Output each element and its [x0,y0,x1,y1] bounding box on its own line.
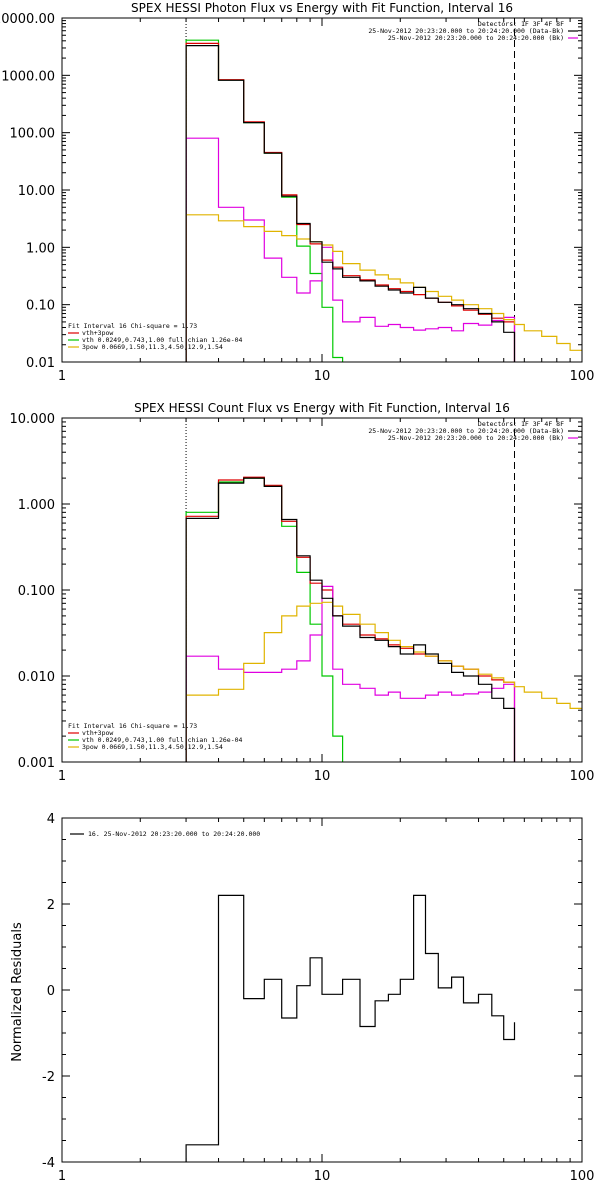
photon-legend-right-text: 25-Nov-2012 20:23:20.000 to 20:24:20.000… [368,27,564,35]
count-legend-left-text: 3pow 0.0669,1.50,11.3,4.50,12.9,1.54 [82,743,223,751]
photon-flux-title: SPEX HESSI Photon Flux vs Energy with Fi… [131,1,513,15]
photon-legend-right-text: Detectors: 1F 3F 4F 8F [478,20,564,28]
photon-legend-right-text: 25-Nov-2012 20:23:20.000 to 20:24:20.000… [388,34,564,42]
residuals-y-tick-label: 2 [47,898,55,913]
photon-y-tick-label: 1000.00 [1,69,55,84]
residuals-y-tick-label: 4 [47,812,55,827]
count-x-tick-label: 100 [570,769,595,784]
count-y-tick-label: 10.000 [10,412,56,427]
count-x-tick-label: 10 [314,769,331,784]
photon-legend-left-text: vth 0.0249,0.743,1.00 full chian 1.26e-0… [82,336,243,344]
residuals-x-tick-label: 100 [570,1169,595,1184]
photon-plot-frame [61,17,583,363]
count-legend-left-text: vth+3pow [82,729,113,737]
photon-series-bkg [185,137,516,362]
count-legend-right-text: 25-Nov-2012 20:23:20.000 to 20:24:20.000… [388,434,564,442]
photon-x-tick-label: 1 [58,369,66,384]
count-legend-left-text: vth 0.0249,0.743,1.00 full chian 1.26e-0… [82,736,243,744]
count-legend-left-text: Fit Interval 16 Chi-square = 1.73 [68,722,197,730]
photon-y-tick-label: 0.01 [26,356,55,371]
photon-series-total [185,45,516,362]
photon-series-vth [185,39,344,362]
photon-legend-left-text: Fit Interval 16 Chi-square = 1.73 [68,322,197,330]
residuals-y-tick-label: 0 [47,984,55,999]
photon-series-fit [185,42,516,362]
photon-y-tick-label: 10000.00 [0,12,55,27]
photon-legend-left-text: vth+3pow [82,329,113,337]
residuals-series-total [185,894,516,1162]
residuals-x-tick-label: 10 [314,1169,331,1184]
count-series-bkg [185,585,516,762]
photon-x-tick-label: 10 [314,369,331,384]
count-flux-panel: SPEX HESSI Count Flux vs Energy with Fit… [10,401,595,784]
count-y-tick-label: 0.100 [18,584,55,599]
count-legend-right-text: 25-Nov-2012 20:23:20.000 to 20:24:20.000… [368,427,564,435]
photon-y-tick-label: 0.10 [26,299,55,314]
residuals-y-tick-label: -2 [42,1070,55,1085]
count-series-total [185,477,516,762]
residuals-panel: Normalized Residuals 1 10 100 -4 -2 0 2 4 16. 25… [10,812,595,1184]
photon-y-tick-label: 10.00 [18,184,55,199]
photon-x-tick-label: 100 [570,369,595,384]
count-y-tick-label: 0.001 [18,756,55,771]
photon-series-bpow [185,214,582,362]
photon-y-tick-label: 1.00 [26,241,55,256]
count-y-tick-label: 0.010 [18,670,55,685]
count-y-tick-label: 1.000 [18,498,55,513]
residuals-x-tick-label: 1 [58,1169,66,1184]
photon-legend-left-text: 3pow 0.0669,1.50,11.3,4.50,12.9,1.54 [82,343,223,351]
count-x-tick-label: 1 [58,769,66,784]
residuals-y-tick-label: -4 [42,1156,55,1171]
count-flux-title: SPEX HESSI Count Flux vs Energy with Fit… [134,401,510,415]
residuals-y-axis-label: Normalized Residuals [10,922,25,1062]
photon-flux-panel: SPEX HESSI Photon Flux vs Energy with Fi… [0,1,594,384]
residuals-legend-text: 16. 25-Nov-2012 20:23:20.000 to 20:24:20… [88,830,260,838]
count-legend-right-text: Detectors: 1F 3F 4F 8F [478,420,564,428]
photon-y-tick-label: 100.00 [10,127,56,142]
